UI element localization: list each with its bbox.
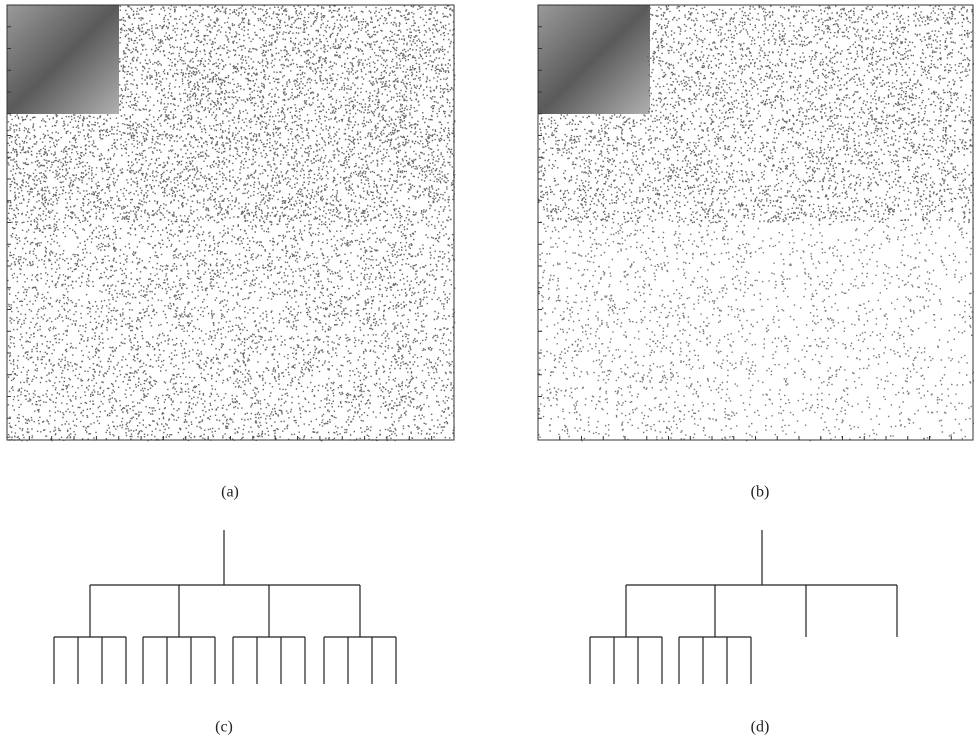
tree-c xyxy=(54,530,396,684)
panel-b-image xyxy=(538,5,974,441)
approximation-image xyxy=(7,5,119,114)
tree-d xyxy=(590,530,897,684)
panel-label: (a) xyxy=(221,484,239,501)
panel-label: (c) xyxy=(215,719,233,736)
panel-label: (b) xyxy=(751,484,770,501)
panel-label: (d) xyxy=(751,719,770,736)
figure: (a) (b) (c) (d) xyxy=(0,0,974,742)
approximation-image xyxy=(538,5,650,114)
panel-a-image xyxy=(7,5,455,441)
